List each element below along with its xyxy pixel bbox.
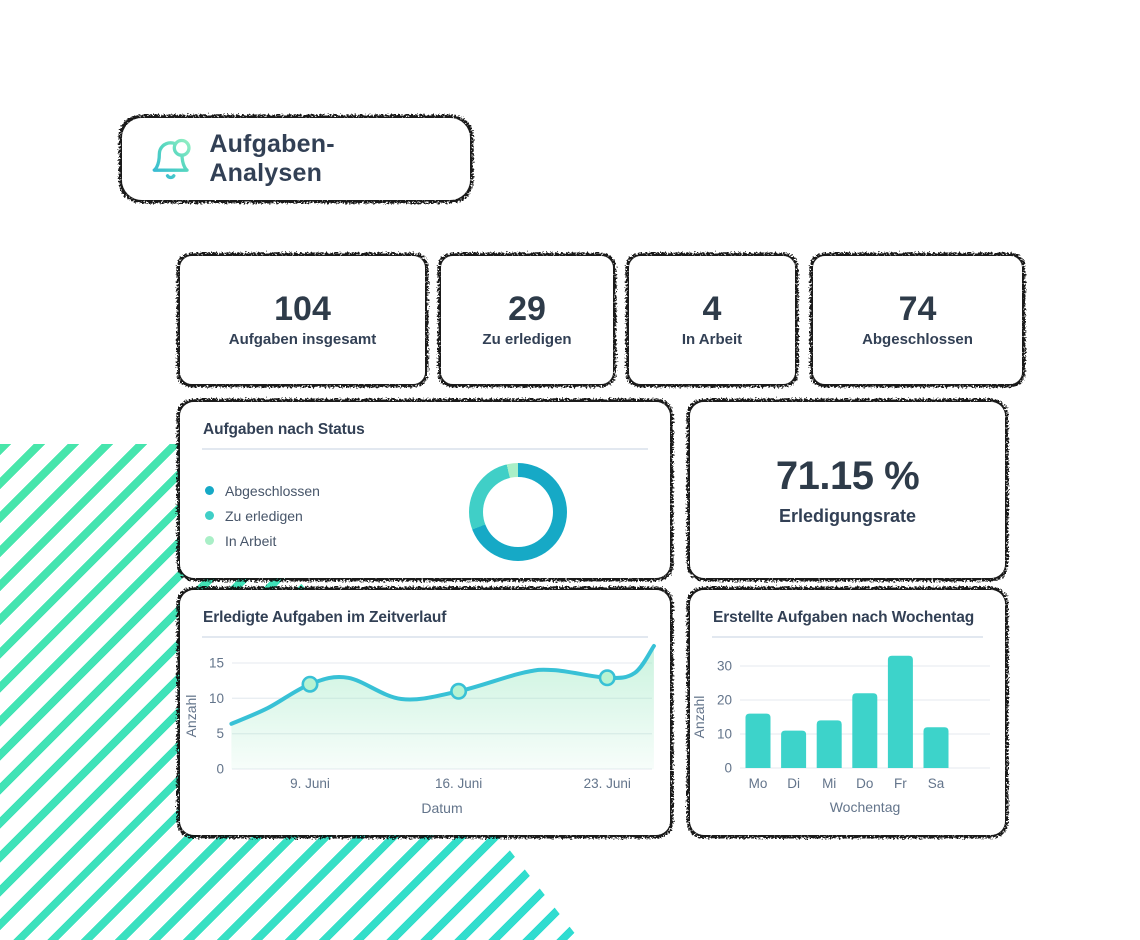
legend-dot — [205, 486, 214, 495]
chart-legend: Abgeschlossen Zu erledigen In Arbeit — [205, 478, 320, 553]
svg-text:5: 5 — [216, 726, 224, 741]
stat-label-inprogress: In Arbeit — [681, 331, 743, 348]
svg-text:Datum: Datum — [421, 800, 462, 816]
stat-value-total: 104 — [274, 290, 331, 328]
stat-value-inprogress: 4 — [702, 290, 722, 328]
legend-label: In Arbeit — [225, 532, 277, 549]
bar-chart-card: Erstellte Aufgaben nach Wochentag 0 10 2… — [690, 590, 1005, 835]
stat-label-total: Aufgaben insgesamt — [228, 331, 377, 348]
svg-text:15: 15 — [209, 656, 224, 671]
card-title: Erstellte Aufgaben nach Wochentag — [713, 609, 975, 626]
divider — [202, 636, 648, 638]
stat-value-todo: 29 — [508, 290, 546, 328]
svg-text:Wochentag: Wochentag — [830, 799, 901, 815]
svg-text:Anzahl: Anzahl — [691, 696, 707, 739]
legend-item-in-arbeit[interactable]: In Arbeit — [205, 528, 320, 553]
legend-dot — [205, 536, 214, 545]
svg-text:Sa: Sa — [928, 776, 945, 791]
card-title: Aufgaben nach Status — [203, 421, 365, 438]
svg-text:0: 0 — [216, 762, 224, 777]
svg-text:9. Juni: 9. Juni — [290, 776, 330, 791]
divider — [202, 448, 648, 450]
stat-label-done: Abgeschlossen — [862, 331, 973, 348]
svg-text:20: 20 — [717, 693, 732, 708]
status-donut-chart — [469, 463, 567, 561]
stat-card-inprogress: 4 In Arbeit — [629, 256, 795, 384]
legend-item-zu-erledigen[interactable]: Zu erledigen — [205, 503, 320, 528]
line-chart: 0 5 10 15 9. Juni 16. Juni 23. Juni Datum Anz… — [183, 644, 656, 816]
svg-text:23. Juni: 23. Juni — [584, 776, 631, 791]
legend-dot — [205, 511, 214, 520]
bell-icon — [152, 138, 191, 180]
legend-item-abgeschlossen[interactable]: Abgeschlossen — [205, 478, 320, 503]
stat-value-done: 74 — [898, 290, 937, 328]
svg-text:0: 0 — [724, 761, 732, 776]
svg-text:Fr: Fr — [894, 776, 907, 791]
legend-label: Abgeschlossen — [225, 482, 320, 499]
legend-label: Zu erledigen — [225, 507, 303, 524]
svg-text:Do: Do — [856, 776, 873, 791]
svg-text:Mi: Mi — [822, 776, 836, 791]
stat-card-done: 74 Abgeschlossen — [813, 256, 1022, 384]
card-title: Erledigte Aufgaben im Zeitverlauf — [203, 609, 447, 626]
bar-chart: 0 10 20 30 Mo Di Mi Do Fr Sa Wochentag Anzahl — [691, 655, 990, 815]
completion-rate-label: Erledigungsrate — [778, 505, 917, 526]
svg-text:16. Juni: 16. Juni — [435, 776, 482, 791]
divider — [712, 636, 983, 638]
page-title: Aufgaben-Analysen — [209, 130, 335, 187]
svg-text:10: 10 — [209, 691, 224, 706]
stat-card-total: 104 Aufgaben insgesamt — [180, 256, 425, 384]
svg-text:10: 10 — [717, 727, 732, 742]
svg-text:Anzahl: Anzahl — [183, 695, 199, 738]
svg-text:30: 30 — [717, 659, 732, 674]
svg-text:Mo: Mo — [749, 776, 768, 791]
status-chart-card: Aufgaben nach Status Abgeschlossen Zu er… — [180, 402, 670, 578]
stat-card-todo: 29 Zu erledigen — [441, 256, 613, 384]
line-chart-card: Erledigte Aufgaben im Zeitverlauf 0 5 10… — [180, 590, 670, 835]
completion-rate-card: 71.15 % Erledigungsrate — [690, 402, 1005, 578]
stat-label-todo: Zu erledigen — [482, 331, 572, 348]
completion-rate-value: 71.15 % — [775, 453, 920, 498]
header-badge: Aufgaben-Analysen — [122, 118, 470, 200]
svg-text:Di: Di — [787, 776, 800, 791]
